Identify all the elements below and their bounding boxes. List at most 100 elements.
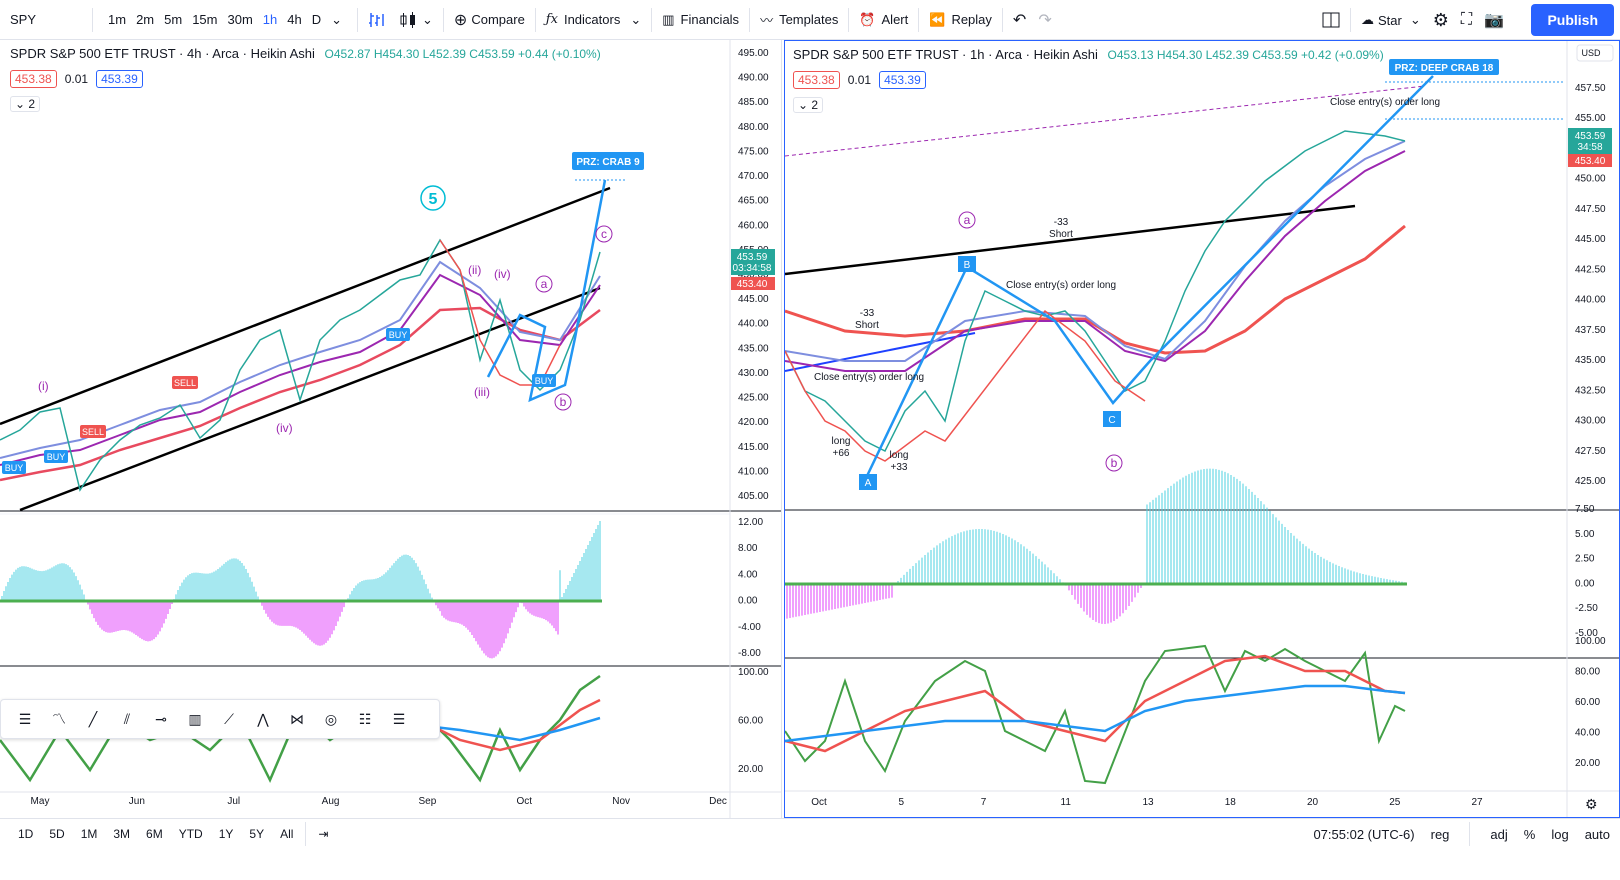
fib-spiral-icon[interactable]: ◎: [324, 710, 338, 727]
divider: [651, 7, 653, 32]
divider: [357, 7, 359, 32]
percent-toggle[interactable]: %: [1523, 826, 1536, 842]
templates-label: Templates: [779, 12, 839, 27]
right-oscillator-axis: 7.50 5.00 2.50 0.00 -2.50 -5.00: [1575, 504, 1598, 639]
range-5y[interactable]: 5Y: [249, 826, 265, 841]
log-toggle[interactable]: log: [1551, 826, 1569, 842]
chevron-down-icon[interactable]: ⌄: [630, 11, 642, 27]
interval-4h[interactable]: 4h: [287, 12, 302, 27]
wave-label: c: [601, 227, 607, 241]
layout-icon[interactable]: [1316, 0, 1346, 40]
right-chart-canvas[interactable]: PRZ: DEEP CRAB 18 A B C a b -33 Short Cl…: [785, 41, 1619, 817]
time-tick-label: 20: [1307, 797, 1319, 808]
interval-2m[interactable]: 2m: [136, 12, 155, 27]
ray-icon[interactable]: ⟋: [224, 710, 234, 727]
interval-1m[interactable]: 1m: [108, 12, 127, 27]
currency-selector[interactable]: USD: [1581, 48, 1601, 58]
xabcd-pattern-icon[interactable]: ⋈: [290, 710, 304, 727]
bar-chart-icon[interactable]: [362, 0, 392, 40]
grip-icon[interactable]: ☰: [18, 710, 32, 727]
time-tick-label: 5: [898, 797, 904, 808]
fib-retracement-icon[interactable]: ▥: [188, 710, 202, 727]
left-chart-canvas[interactable]: PRZ: CRAB 9 5 (i) (ii) (iii) (iv) (iv) a…: [0, 40, 782, 818]
ohlc-values: O452.87 H454.30 L452.39 C453.59 +0.44 (+…: [324, 47, 601, 61]
right-chart-legend[interactable]: SPDR S&P 500 ETF TRUST · 1h · Arca · Hei…: [793, 47, 1384, 62]
ask-price[interactable]: 453.39: [96, 70, 143, 88]
wave-label: b: [1111, 456, 1118, 470]
wave-label: a: [541, 277, 548, 291]
publish-button[interactable]: Publish: [1531, 4, 1614, 36]
fullscreen-icon[interactable]: ⛶: [1460, 11, 1473, 28]
range-1m[interactable]: 1M: [80, 826, 98, 841]
price-tick-label: 425.00: [738, 393, 769, 404]
strategy-order-label: Close entry(s) order long: [1006, 280, 1116, 291]
horizontal-ray-icon[interactable]: ⊸: [155, 710, 167, 727]
chevron-down-icon[interactable]: ⌄: [1409, 12, 1421, 27]
adj-toggle[interactable]: adj: [1490, 826, 1508, 842]
chevron-down-icon: ⌄: [15, 97, 26, 111]
ask-price[interactable]: 453.39: [879, 71, 926, 89]
left-time-axis[interactable]: May Jun Jul Aug Sep Oct Nov Dec: [31, 796, 727, 807]
range-3m[interactable]: 3M: [113, 826, 131, 841]
indicators-collapse-button[interactable]: ⌄ 2: [10, 96, 41, 112]
redo-icon[interactable]: ↷: [1038, 11, 1052, 29]
interval-30m[interactable]: 30m: [227, 12, 253, 27]
alert-button[interactable]: ⏰ Alert: [853, 0, 914, 40]
layout-name-button[interactable]: ☁ Star ⌄: [1355, 0, 1427, 40]
bid-price[interactable]: 453.38: [793, 71, 840, 89]
interval-5m[interactable]: 5m: [164, 12, 183, 27]
elliott-wave-icon[interactable]: 〽: [52, 711, 66, 727]
clock-time[interactable]: 07:55:02 (UTC-6): [1313, 826, 1415, 842]
channel-lower-line[interactable]: [19, 286, 601, 512]
gear-icon[interactable]: ⚙: [1432, 9, 1449, 30]
time-tick-label: Jul: [227, 796, 240, 807]
price-tick-label: 437.50: [1575, 325, 1606, 336]
indicators-collapse-button[interactable]: ⌄ 2: [793, 97, 824, 113]
range-6m[interactable]: 6M: [146, 826, 163, 841]
indicators-button[interactable]: ƒx Indicators ⌄: [540, 0, 647, 40]
interval-d[interactable]: D: [311, 12, 322, 27]
long-position-icon[interactable]: ☷: [358, 710, 372, 727]
time-tick-label: Oct: [517, 796, 533, 807]
auto-toggle[interactable]: auto: [1584, 826, 1610, 842]
left-chart-legend[interactable]: SPDR S&P 500 ETF TRUST · 4h · Arca · Hei…: [10, 46, 601, 61]
bid-price[interactable]: 453.38: [10, 70, 57, 88]
templates-button[interactable]: 〰 Templates: [754, 0, 844, 40]
goto-date-icon[interactable]: ⇥: [318, 826, 329, 841]
left-chart-pane[interactable]: PRZ: CRAB 9 5 (i) (ii) (iii) (iv) (iv) a…: [0, 40, 782, 818]
parallel-channel-icon[interactable]: ⫽: [123, 710, 131, 727]
candles-icon[interactable]: ⌄: [392, 0, 439, 40]
interval-1h[interactable]: 1h: [262, 12, 278, 27]
symbol-search[interactable]: SPY: [10, 12, 37, 27]
undo-icon[interactable]: ↶: [1012, 11, 1027, 29]
camera-icon[interactable]: 📷: [1484, 12, 1504, 29]
interval-15m[interactable]: 15m: [192, 12, 218, 27]
gear-icon[interactable]: ⚙: [1585, 796, 1598, 812]
trendline-black[interactable]: [785, 204, 1356, 276]
range-1d[interactable]: 1D: [18, 826, 34, 841]
session-toggle[interactable]: reg: [1430, 826, 1450, 842]
bottom-toolbar: 1D 5D 1M 3M 6M YTD 1Y 5Y All ⇥ 07:55:02 …: [0, 818, 1620, 848]
range-1y[interactable]: 1Y: [218, 826, 234, 841]
harmonic-pattern-line[interactable]: [865, 75, 1434, 477]
buy-signal: BUY: [5, 463, 24, 473]
replay-button[interactable]: ⏪ Replay: [923, 0, 998, 40]
right-chart-pane[interactable]: PRZ: DEEP CRAB 18 A B C a b -33 Short Cl…: [784, 40, 1620, 818]
range-ytd[interactable]: YTD: [178, 826, 203, 841]
chevron-down-icon[interactable]: ⌄: [331, 11, 343, 27]
right-stoch-axis: 100.00 80.00 60.00 40.00 20.00: [1575, 636, 1606, 769]
right-time-axis[interactable]: Oct 5 7 11 13 18 20 25 27: [811, 797, 1483, 808]
channel-upper-line[interactable]: [0, 186, 611, 426]
range-all[interactable]: All: [280, 826, 294, 841]
red-price: 453.40: [1575, 156, 1606, 167]
harmonic-pattern-line[interactable]: [486, 179, 607, 403]
price-tick-label: 435.00: [738, 343, 769, 354]
financials-button[interactable]: ▥ Financials: [656, 0, 745, 40]
wave-pattern-icon[interactable]: ⋀: [257, 710, 269, 727]
trendline-icon[interactable]: ╱: [88, 710, 98, 727]
short-position-icon[interactable]: ☰: [392, 710, 406, 727]
compare-button[interactable]: ⊕ Compare: [448, 0, 531, 40]
spread: 0.01: [847, 73, 872, 87]
strategy-order-label: Close entry(s) order long: [1330, 97, 1440, 108]
range-5d[interactable]: 5D: [49, 826, 65, 841]
